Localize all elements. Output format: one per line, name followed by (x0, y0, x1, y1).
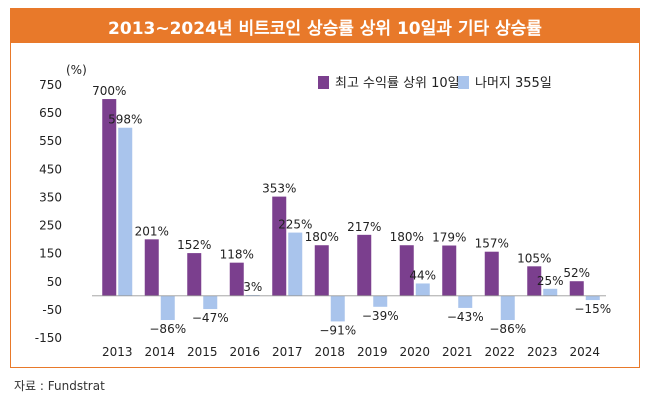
bar-top10-2021 (442, 245, 457, 296)
x-tick-label: 2020 (399, 345, 430, 359)
y-axis-label: (%) (66, 63, 87, 77)
y-tick-label: 750 (39, 78, 62, 92)
data-label: 152% (177, 238, 211, 252)
data-label: 201% (135, 224, 169, 238)
y-tick-label: 450 (39, 162, 62, 176)
data-label: 217% (347, 220, 381, 234)
chart-title: 2013~2024년 비트코인 상승률 상위 10일과 기타 상승률 (11, 9, 639, 43)
bar-top10-2016 (229, 262, 244, 296)
bar-rest-2014 (160, 295, 175, 321)
bar-top10-2018 (314, 245, 329, 296)
data-label: 700% (92, 84, 126, 98)
bar-rest-2015 (203, 295, 218, 310)
bar-rest-2019 (373, 295, 388, 307)
data-label: 225% (278, 218, 312, 232)
data-label: 44% (409, 268, 436, 282)
data-label: 105% (517, 251, 551, 265)
data-label: −91% (319, 323, 356, 337)
y-tick-label: 250 (39, 219, 62, 233)
y-tick-label: -150 (35, 331, 62, 345)
x-tick-label: 2021 (442, 345, 473, 359)
x-tick-label: 2014 (144, 345, 175, 359)
y-tick-label: -50 (42, 303, 62, 317)
bar-rest-2024 (585, 295, 600, 301)
bar-top10-2024 (569, 281, 584, 296)
source-note: 자료 : Fundstrat (14, 379, 105, 393)
bar-rest-2020 (415, 283, 430, 296)
bar-top10-2013 (102, 99, 117, 296)
bar-rest-2022 (500, 295, 515, 321)
legend-label: 나머지 355일 (475, 76, 552, 91)
legend-label: 최고 수익률 상위 10일 (335, 76, 460, 91)
x-tick-label: 2023 (527, 345, 558, 359)
bar-top10-2023 (527, 266, 542, 296)
bar-top10-2022 (484, 251, 499, 296)
bar-top10-2017 (272, 196, 287, 296)
x-tick-label: 2017 (272, 345, 303, 359)
bar-rest-2023 (543, 288, 558, 296)
y-tick-label: 350 (39, 190, 62, 204)
data-label: 180% (305, 230, 339, 244)
y-tick-label: 150 (39, 247, 62, 261)
legend-swatch (318, 76, 329, 89)
y-tick-label: 550 (39, 134, 62, 148)
bar-top10-2020 (399, 245, 414, 296)
x-tick-label: 2013 (102, 345, 133, 359)
data-label: 52% (563, 266, 590, 280)
x-tick-label: 2022 (484, 345, 515, 359)
x-tick-label: 2016 (229, 345, 260, 359)
data-label: −86% (149, 322, 186, 336)
data-label: 180% (390, 230, 424, 244)
x-tick-label: 2015 (187, 345, 218, 359)
bar-top10-2019 (357, 234, 372, 296)
data-label: 179% (432, 231, 466, 245)
bar-rest-2013 (118, 127, 133, 296)
data-label: 3% (243, 280, 262, 294)
data-label: 353% (262, 182, 296, 196)
x-tick-label: 2019 (357, 345, 388, 359)
data-label: 25% (537, 274, 564, 288)
bar-rest-2017 (288, 232, 303, 296)
data-label: −86% (489, 322, 526, 336)
data-label: −39% (362, 309, 399, 323)
bar-rest-2018 (330, 295, 345, 322)
legend-swatch (458, 76, 469, 89)
data-label: −15% (574, 302, 611, 316)
x-tick-label: 2018 (314, 345, 345, 359)
legend: 최고 수익률 상위 10일 나머지 355일 (318, 76, 552, 91)
bar-top10-2015 (187, 253, 202, 296)
x-tick-label: 2024 (569, 345, 600, 359)
y-tick-label: 50 (47, 275, 62, 289)
bar-top10-2014 (144, 239, 159, 296)
data-label: −47% (192, 311, 229, 325)
data-label: 118% (220, 248, 254, 262)
bar-rest-2016 (245, 294, 260, 296)
bar-rest-2021 (458, 295, 473, 308)
data-label: 598% (108, 113, 142, 127)
data-label: −43% (447, 310, 484, 324)
y-tick-label: 650 (39, 106, 62, 120)
data-label: 157% (475, 237, 509, 251)
